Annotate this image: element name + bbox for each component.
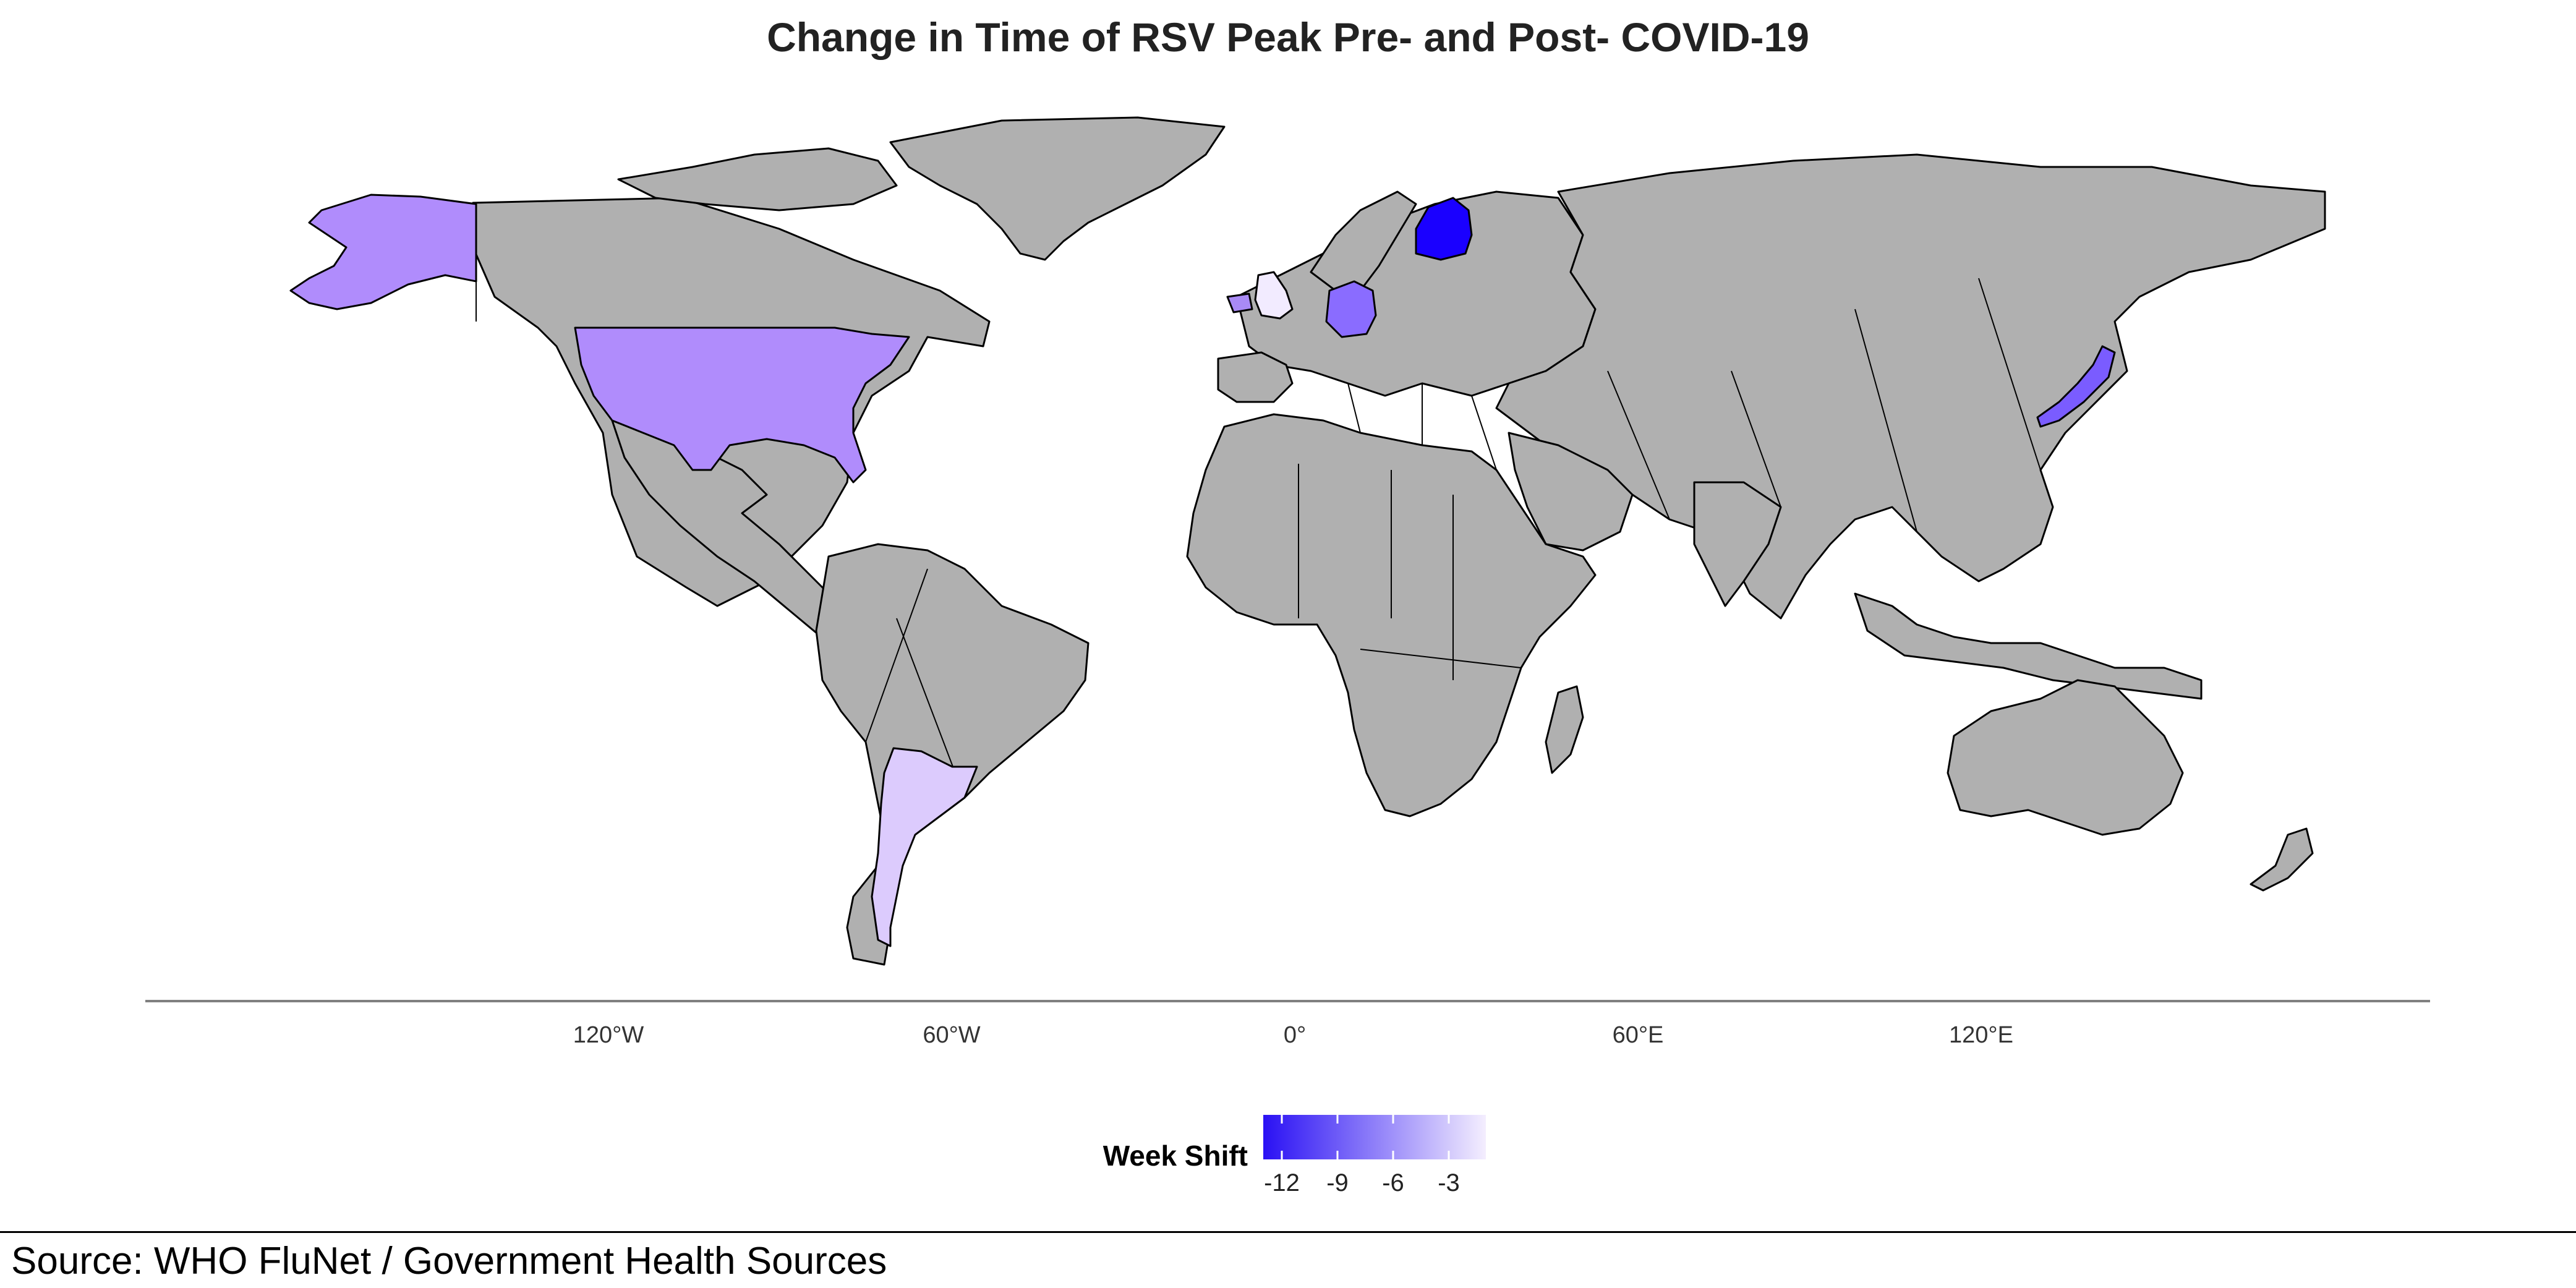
land-southeast-asia <box>1854 592 2203 700</box>
x-axis-ticks: 120°W 60°W 0° 60°E 120°E <box>573 1022 2013 1048</box>
legend-tick-label: -6 <box>1382 1169 1404 1196</box>
region-united-states <box>574 326 910 484</box>
base-land <box>472 116 2326 966</box>
land-arctic-islands <box>617 147 898 211</box>
legend: Week Shift -12 -9 -6 -3 <box>1103 1115 1486 1196</box>
region-finland <box>1415 197 1473 261</box>
land-madagascar <box>1545 685 1584 774</box>
region-germany <box>1325 280 1377 338</box>
x-axis: 120°W 60°W 0° 60°E 120°E <box>145 1000 2430 1048</box>
x-axis-tick-label: 120°W <box>573 1022 644 1048</box>
map-title: Change in Time of RSV Peak Pre- and Post… <box>767 14 1809 60</box>
land-europe <box>1235 190 1597 397</box>
legend-tick-label: -9 <box>1326 1169 1349 1196</box>
x-axis-tick-label: 0° <box>1284 1022 1306 1048</box>
legend-colorbar <box>1263 1115 1486 1159</box>
land-new-zealand <box>2250 827 2314 892</box>
land-arabia <box>1508 432 1634 552</box>
region-alaska <box>289 194 477 310</box>
x-axis-tick-label: 60°W <box>923 1022 980 1048</box>
x-axis-tick-label: 60°E <box>1613 1022 1664 1048</box>
x-axis-tick-label: 120°E <box>1949 1022 2013 1048</box>
land-australia <box>1947 679 2184 836</box>
legend-tick-label: -3 <box>1438 1169 1460 1196</box>
region-united-kingdom <box>1254 271 1294 320</box>
land-greenland <box>889 116 1226 261</box>
region-ireland <box>1226 292 1253 313</box>
region-japan <box>2036 345 2116 428</box>
highlighted-countries <box>289 194 2116 947</box>
region-argentina <box>871 747 978 947</box>
land-india <box>1693 481 1782 607</box>
legend-ticks: -12 -9 -6 -3 <box>1264 1115 1460 1196</box>
land-iberia <box>1217 351 1294 403</box>
legend-tick-label: -12 <box>1264 1169 1300 1196</box>
source-caption: Source: WHO FluNet / Government Health S… <box>11 1240 887 1282</box>
land-asia <box>1495 153 2326 620</box>
source-divider <box>0 1231 2576 1233</box>
legend-title: Week Shift <box>1103 1140 1248 1172</box>
land-south-america <box>815 543 1090 966</box>
